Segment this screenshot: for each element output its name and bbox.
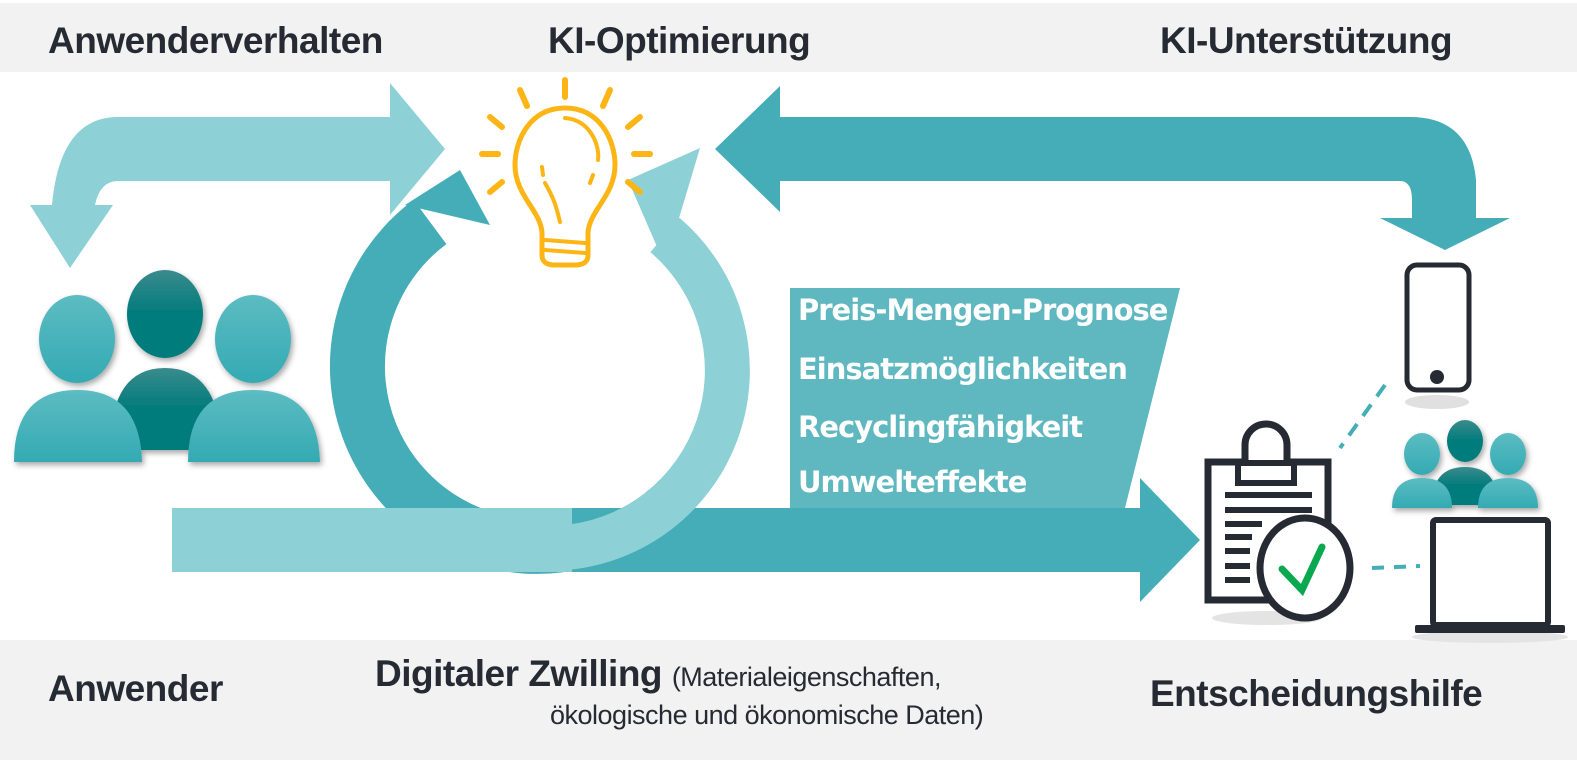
digital-twin-subtitle-2: ökologische und ökonomische Daten): [550, 700, 984, 730]
info-item: Recyclingfähigkeit: [798, 410, 1083, 444]
support-arrow: [715, 86, 1510, 250]
laptop-icon: [1412, 517, 1568, 643]
header-band: [0, 3, 1577, 72]
header-ai-support: KI-Unterstützung: [1160, 20, 1453, 61]
cycle-arrowhead-light: [628, 148, 700, 265]
smartphone-icon: [1404, 262, 1472, 409]
digital-twin-subtitle-1: (Materialeigenschaften,: [671, 662, 942, 692]
users-group-icon: [14, 270, 320, 462]
clipboard-check-icon: [1204, 420, 1354, 625]
info-item: Preis-Mengen-Prognose: [798, 293, 1168, 327]
connector-line: [1338, 383, 1387, 450]
lightbulb-icon: [479, 77, 653, 268]
result-arrow: [560, 478, 1200, 602]
info-box-shape: [790, 288, 1180, 508]
footer-user: Anwender: [48, 668, 223, 709]
footer-decision-support: Entscheidungshilfe: [1150, 673, 1483, 714]
cycle-arrowhead-dark: [405, 170, 490, 225]
optimization-cycle-arrow-dark: [329, 199, 564, 574]
footer-band: [0, 640, 1577, 760]
header-ai-optimization: KI-Optimierung: [548, 20, 811, 61]
footer-digital-twin: Digitaler Zwilling (Materialeigenschafte…: [375, 653, 941, 695]
header-user-behavior: Anwenderverhalten: [48, 20, 383, 61]
feedback-arrow-light: [30, 83, 445, 268]
users-small-icon: [1392, 420, 1538, 508]
connector-line: [1371, 564, 1421, 570]
digital-twin-title: Digitaler Zwilling: [375, 653, 663, 694]
info-item: Umwelteffekte: [798, 465, 1027, 499]
info-item: Einsatzmöglichkeiten: [798, 352, 1128, 386]
optimization-cycle-arrow-light: [558, 217, 750, 571]
digital-twin-arrow-light: [172, 508, 572, 572]
